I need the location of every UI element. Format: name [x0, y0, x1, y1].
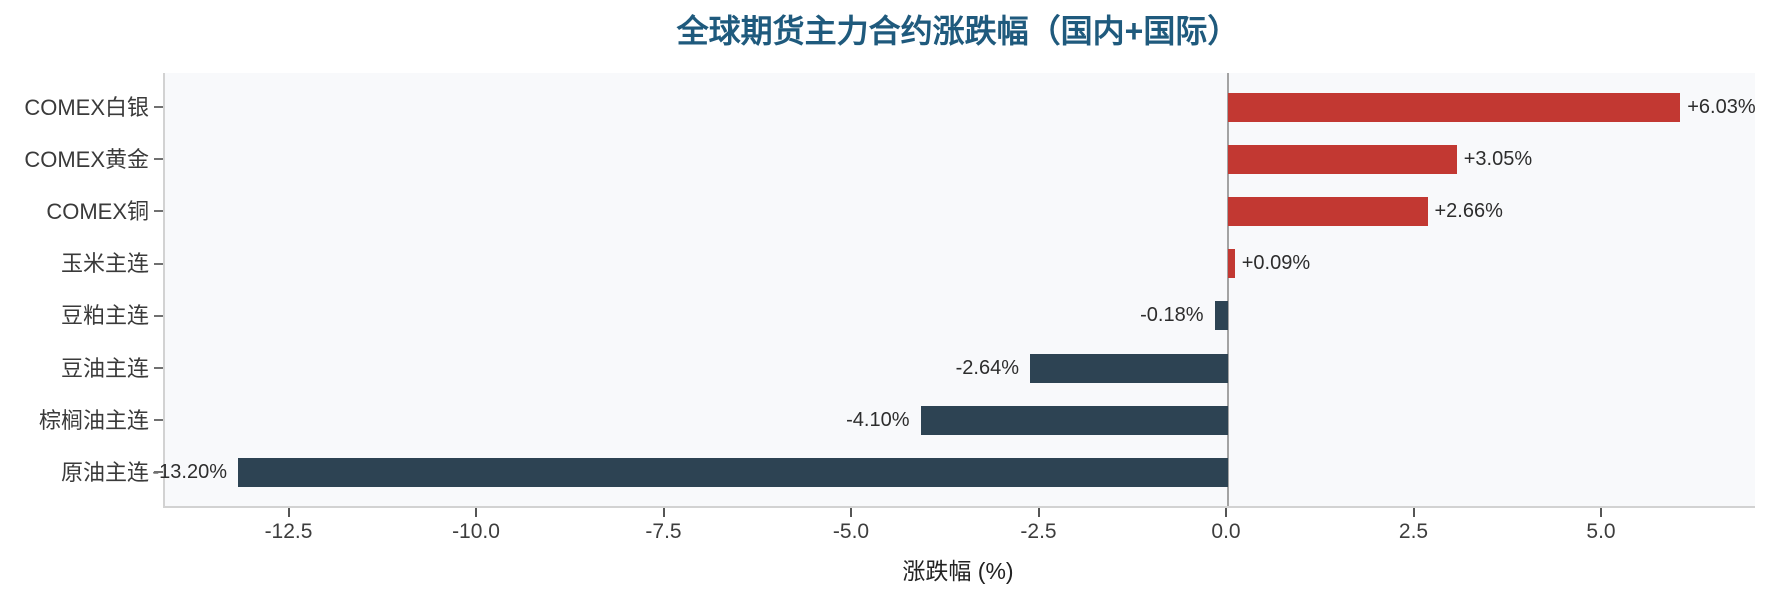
- bar-玉米主连: [1228, 249, 1235, 279]
- y-axis-label: COMEX白银: [24, 94, 149, 120]
- x-tick-mark: [1225, 508, 1227, 517]
- y-tick-mark: [154, 106, 163, 108]
- x-tick-label: 2.5: [1398, 520, 1429, 543]
- plot-area: [163, 73, 1755, 508]
- bar-value-label: -13.20%: [152, 460, 228, 483]
- x-tick-mark: [1412, 508, 1415, 517]
- x-tick-label: -7.5: [645, 520, 682, 543]
- x-tick-mark: [1600, 508, 1602, 517]
- chart-title: 全球期货主力合约涨跌幅（国内+国际）: [676, 13, 1240, 49]
- y-tick-mark: [154, 262, 163, 265]
- y-axis-label: 豆油主连: [60, 355, 149, 381]
- y-axis-label: 原油主连: [60, 459, 149, 485]
- x-tick-mark: [475, 508, 477, 517]
- x-tick-mark: [850, 508, 852, 517]
- bar-COMEX白银: [1228, 92, 1681, 122]
- bar-COMEX黄金: [1228, 144, 1457, 174]
- bar-value-label: +6.03%: [1687, 95, 1756, 118]
- x-tick-label: -10.0: [452, 520, 500, 543]
- bar-豆油主连: [1030, 353, 1228, 383]
- zero-axis-line: [1227, 73, 1229, 506]
- x-tick-mark: [662, 508, 665, 517]
- x-tick-label: -5.0: [832, 520, 870, 543]
- x-tick-mark: [1037, 508, 1040, 517]
- y-tick-mark: [154, 419, 163, 422]
- y-tick-mark: [154, 158, 163, 161]
- y-tick-mark: [154, 471, 163, 474]
- x-tick-label: 5.0: [1586, 520, 1616, 543]
- y-axis-label: COMEX铜: [46, 198, 149, 224]
- bar-豆粕主连: [1214, 301, 1228, 331]
- bar-棕榈油主连: [920, 405, 1228, 435]
- y-tick-mark: [154, 210, 163, 213]
- y-axis-label: 棕榈油主连: [38, 407, 149, 433]
- bar-value-label: -4.10%: [846, 408, 910, 431]
- bar-value-label: +0.09%: [1241, 252, 1311, 275]
- y-tick-mark: [154, 314, 163, 317]
- x-tick-label: 0.0: [1211, 520, 1241, 543]
- y-axis-label: 豆粕主连: [60, 303, 149, 329]
- bar-value-label: -0.18%: [1140, 304, 1204, 327]
- bar-value-label: -2.64%: [955, 356, 1019, 379]
- bar-COMEX铜: [1228, 196, 1428, 226]
- bar-value-label: +3.05%: [1463, 147, 1533, 170]
- bar-原油主连: [238, 457, 1228, 487]
- bar-value-label: +2.66%: [1434, 199, 1503, 222]
- x-tick-mark: [287, 508, 290, 517]
- x-axis-label: 涨跌幅 (%): [902, 558, 1014, 584]
- x-tick-label: -2.5: [1020, 520, 1057, 543]
- y-axis-label: COMEX黄金: [24, 146, 149, 172]
- y-axis-label: 玉米主连: [60, 251, 149, 277]
- x-tick-label: -12.5: [264, 520, 313, 543]
- y-tick-mark: [154, 367, 163, 369]
